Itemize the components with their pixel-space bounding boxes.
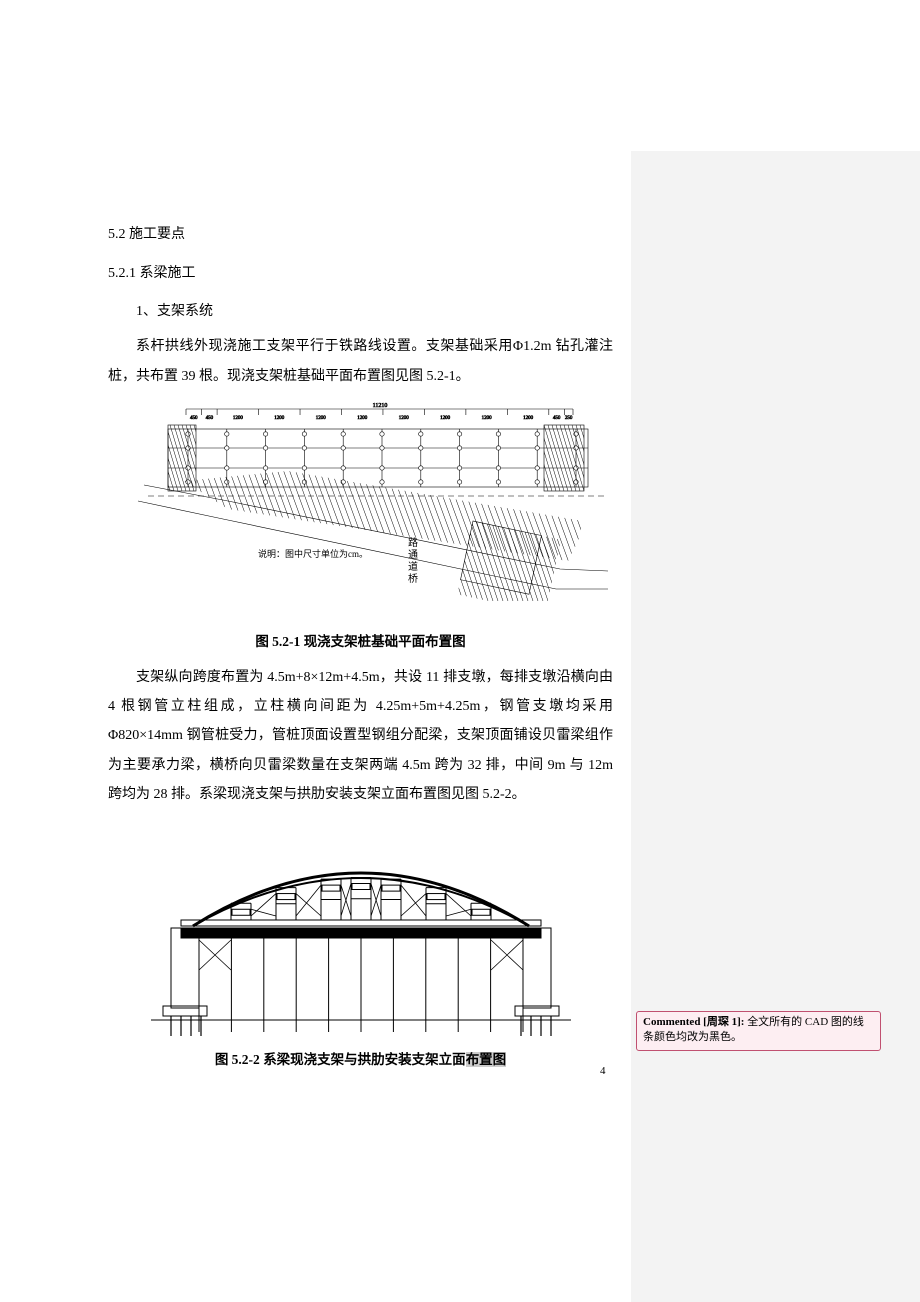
page-number: 4 (600, 1065, 606, 1077)
pile-foundation-plan-diagram: 11210 450 450 1200 1200 1200 1200 1200 1200 1200… (108, 401, 613, 611)
svg-text:11210: 11210 (373, 403, 388, 409)
svg-text:450: 450 (206, 416, 214, 421)
svg-text:1200: 1200 (482, 416, 493, 421)
heading-item-1: 1、支架系统 (108, 297, 613, 326)
road-label: 路 (408, 536, 418, 549)
svg-text:1200: 1200 (523, 416, 534, 421)
svg-text:450: 450 (190, 416, 198, 421)
svg-text:1200: 1200 (316, 416, 327, 421)
comment-balloon[interactable]: Commented [周琛 1]: 全文所有的 CAD 图的线条颜色均改为黑色。 (636, 1011, 881, 1051)
paragraph-2: 支架纵向跨度布置为 4.5m+8×12m+4.5m，共设 11 排支墩，每排支墩… (108, 663, 613, 810)
svg-text:1200: 1200 (399, 416, 410, 421)
svg-text:1200: 1200 (357, 416, 368, 421)
svg-text:通: 通 (408, 549, 418, 561)
figure-5-2-1: 11210 450 450 1200 1200 1200 1200 1200 1200 1200… (108, 401, 613, 657)
page-content: 5.2 施工要点 5.2.1 系梁施工 1、支架系统 系杆拱线外现浇施工支架平行… (108, 90, 613, 1074)
svg-text:250: 250 (565, 416, 573, 421)
comment-author: Commented [周琛 1]: (643, 1016, 744, 1028)
figure-5-2-2: 图 5.2-2 系梁现浇支架与拱肋安装支架立面布置图 (108, 820, 613, 1074)
figure-2-caption: 图 5.2-2 系梁现浇支架与拱肋安装支架立面布置图 (108, 1046, 613, 1074)
svg-text:1200: 1200 (233, 416, 244, 421)
heading-5-2-1: 5.2.1 系梁施工 (108, 259, 613, 288)
svg-text:道: 道 (408, 560, 418, 573)
svg-text:450: 450 (553, 416, 561, 421)
svg-text:1200: 1200 (440, 416, 451, 421)
comment-margin (631, 151, 920, 1302)
elevation-layout-diagram (141, 820, 581, 1040)
figure-1-caption: 图 5.2-1 现浇支架桩基础平面布置图 (108, 628, 613, 656)
svg-text:桥: 桥 (408, 573, 418, 585)
paragraph-1: 系杆拱线外现浇施工支架平行于铁路线设置。支架基础采用Φ1.2m 钻孔灌注桩，共布… (108, 332, 613, 391)
svg-text:1200: 1200 (274, 416, 285, 421)
figure-1-note: 说明：图中尺寸单位为cm。 (258, 548, 368, 559)
heading-5-2: 5.2 施工要点 (108, 220, 613, 249)
